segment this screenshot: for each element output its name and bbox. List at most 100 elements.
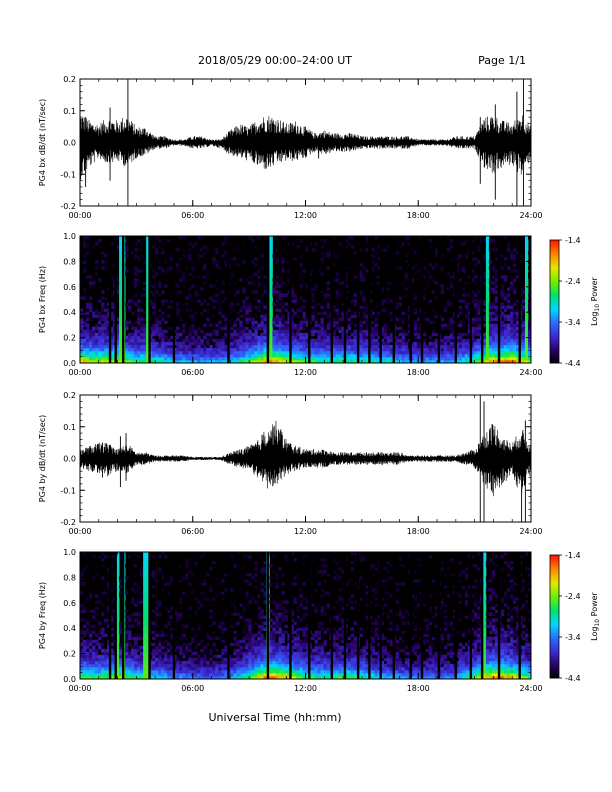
colorbar-by: -1.4 -2.4 -3.4 -4.4 Log10 Power <box>549 551 601 683</box>
panel-by-spectrogram: 1.0 0.8 0.6 0.4 0.2 0.000:00 06:00 12:00 18:00 24… <box>38 548 543 693</box>
x-tick-label: 18:00 <box>407 211 430 220</box>
x-axis-label: Universal Time (hh:mm) <box>209 711 342 724</box>
colorbar-label: Log10 Power <box>590 591 601 640</box>
data-gap <box>497 552 501 679</box>
plot-frame <box>79 235 532 364</box>
colorbar-tick-label: -4.4 <box>565 359 581 368</box>
data-gap <box>368 236 371 363</box>
colorbar-frame <box>549 554 560 679</box>
plot-frame <box>79 78 532 207</box>
x-tick-label: 00:00 <box>68 211 91 220</box>
data-gap <box>343 552 347 679</box>
colorbar-label: Log10 Power <box>590 276 601 325</box>
x-tick-label: 12:00 <box>294 527 317 536</box>
y-tick-label: -0.2 <box>60 518 76 527</box>
x-tick-label: 24:00 <box>519 211 542 220</box>
y-axis-label: PG4 bx Freq (Hz) <box>38 266 47 333</box>
data-gap <box>266 552 270 679</box>
data-gap <box>172 552 176 679</box>
data-gap <box>392 236 396 363</box>
y-tick-label: 0.8 <box>63 257 76 266</box>
y-tick-label: 0.2 <box>63 391 76 400</box>
x-tick-label: 00:00 <box>68 684 91 693</box>
y-tick-label: 0.0 <box>63 139 76 148</box>
y-tick-label: 1.0 <box>63 232 76 241</box>
y-axis-label: PG4 bx dB/dt (nT/sec) <box>38 99 47 186</box>
x-tick-label: 24:00 <box>519 527 542 536</box>
data-gap <box>330 552 334 679</box>
data-gap <box>108 236 112 363</box>
y-tick-label: 0.1 <box>63 423 76 432</box>
data-gap <box>409 236 412 363</box>
y-tick-label: 0.2 <box>63 75 76 84</box>
data-gap <box>480 552 484 679</box>
colorbar-label-sub: 10 <box>594 619 601 627</box>
spectrogram-cells <box>80 552 531 679</box>
dbdt-trace <box>80 395 531 522</box>
data-gap <box>437 552 441 679</box>
colorbar-label-main: Log <box>590 312 599 326</box>
y-tick-label: 0.6 <box>63 599 76 608</box>
spectrogram-cells <box>80 236 531 363</box>
y-tick-label: -0.1 <box>60 170 76 179</box>
data-gap <box>497 236 501 363</box>
data-gap <box>379 552 382 679</box>
x-tick-label: 06:00 <box>181 211 204 220</box>
y-tick-label: 0.4 <box>63 624 76 633</box>
x-tick-label: 06:00 <box>181 527 204 536</box>
y-tick-label: 1.0 <box>63 548 76 557</box>
data-gap <box>379 236 382 363</box>
y-tick-label: 0.2 <box>63 334 76 343</box>
data-gap <box>343 236 347 363</box>
data-gap <box>330 236 334 363</box>
y-axis-label: PG4 by Freq (Hz) <box>38 582 47 649</box>
data-gap <box>454 552 458 679</box>
data-gap <box>122 236 125 363</box>
y-tick-label: 0.8 <box>63 573 76 582</box>
y-tick-label: -0.1 <box>60 486 76 495</box>
panel-by-dbdt: 0.2 0.1 0.0 -0.1 -0.200:00 06:00 12:00 18:00 24:… <box>38 391 543 536</box>
colorbar-tick-label: -1.4 <box>565 551 581 560</box>
data-gap <box>148 236 151 363</box>
data-gap <box>148 552 151 679</box>
y-tick-label: 0.0 <box>63 359 76 368</box>
colorbar-tick-label: -2.4 <box>565 592 581 601</box>
colorbar-tick-label: -4.4 <box>565 674 581 683</box>
y-tick-label: 0.6 <box>63 283 76 292</box>
colorbar-tick-label: -2.4 <box>565 277 581 286</box>
data-gap <box>114 552 117 679</box>
panel-bx-spectrogram: 1.0 0.8 0.6 0.4 0.2 0.000:00 06:00 12:00 18:00 24… <box>38 232 543 377</box>
data-gap <box>469 552 473 679</box>
colorbar-tick-label: -1.4 <box>565 236 581 245</box>
data-gap <box>289 552 292 679</box>
data-gap <box>392 552 396 679</box>
x-tick-label: 06:00 <box>181 684 204 693</box>
data-gap <box>122 552 125 679</box>
y-tick-label: -0.2 <box>60 202 76 211</box>
colorbar-tick-label: -3.4 <box>565 633 581 642</box>
data-gap <box>437 236 441 363</box>
data-gap <box>114 236 117 363</box>
colorbar-frame <box>549 239 560 364</box>
x-tick-label: 12:00 <box>294 684 317 693</box>
dbdt-trace <box>80 79 531 206</box>
x-tick-label: 18:00 <box>407 684 430 693</box>
x-tick-label: 24:00 <box>519 368 542 377</box>
x-tick-label: 00:00 <box>68 368 91 377</box>
x-tick-label: 00:00 <box>68 527 91 536</box>
y-tick-label: 0.4 <box>63 308 76 317</box>
data-gap <box>308 552 311 679</box>
data-gap <box>454 236 458 363</box>
data-gap <box>227 236 230 363</box>
data-gap <box>172 236 176 363</box>
data-gap <box>266 236 270 363</box>
x-tick-label: 18:00 <box>407 368 430 377</box>
colorbar-bx: -1.4 -2.4 -3.4 -4.4 Log10 Power <box>549 236 601 368</box>
colorbar-label-tail: Power <box>590 591 599 618</box>
x-tick-label: 12:00 <box>294 368 317 377</box>
data-gap <box>420 236 424 363</box>
data-gap <box>409 552 412 679</box>
data-gap <box>480 236 484 363</box>
colorbar-label-sub: 10 <box>594 304 601 312</box>
